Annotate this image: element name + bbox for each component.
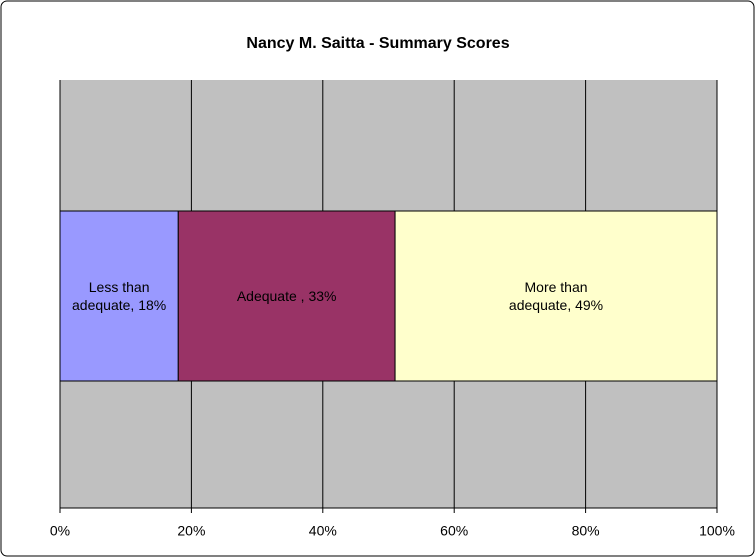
x-tick-label: 100% <box>699 523 735 539</box>
bar-segment <box>177 210 396 382</box>
data-label: Less than adequate, 18% <box>72 279 167 313</box>
data-label: Adequate , 33% <box>236 288 337 304</box>
x-tick-label: 0% <box>50 523 70 539</box>
bar-segment <box>59 210 179 382</box>
bar-segment <box>394 210 718 382</box>
x-tick-label: 60% <box>440 523 468 539</box>
x-tick-label: 80% <box>572 523 600 539</box>
x-tick-label: 20% <box>177 523 205 539</box>
chart-title: Nancy M. Saitta - Summary Scores <box>246 35 509 52</box>
data-label: More than adequate, 49% <box>508 279 604 313</box>
x-tick-label: 40% <box>309 523 337 539</box>
